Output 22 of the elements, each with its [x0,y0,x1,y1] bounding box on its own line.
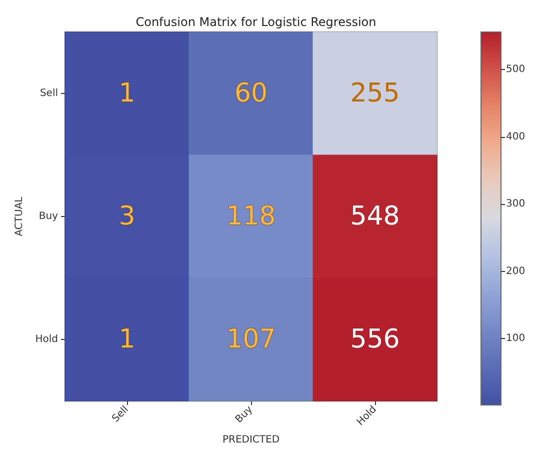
data-label: 556 [350,324,400,354]
color-bar-label: 100 [506,332,526,344]
data-label: 1 [118,78,136,108]
color-bar-label: 400 [506,131,526,142]
y-tick-label: Buy [38,211,58,222]
data-label: 3 [118,202,136,232]
x-axis-title: PREDICTED [222,434,280,446]
data-label: 1 [118,324,136,354]
data-label: 60 [234,78,268,108]
data-label: 107 [226,324,276,354]
x-tick-label: Sell [110,404,131,425]
data-label: 118 [226,202,276,232]
color-bar-label: 200 [506,266,526,277]
data-label: 548 [350,202,400,232]
data-label: 255 [350,78,400,108]
x-tick-label: Buy [234,404,255,426]
y-tick-label: Hold [35,334,58,345]
color-bar-label: 500 [506,64,526,76]
y-tick-label: Sell [40,88,58,99]
y-axis-title: ACTUAL [14,196,25,236]
chart-title: Confusion Matrix for Logistic Regression [136,15,376,29]
color-bar-label: 300 [506,198,526,210]
